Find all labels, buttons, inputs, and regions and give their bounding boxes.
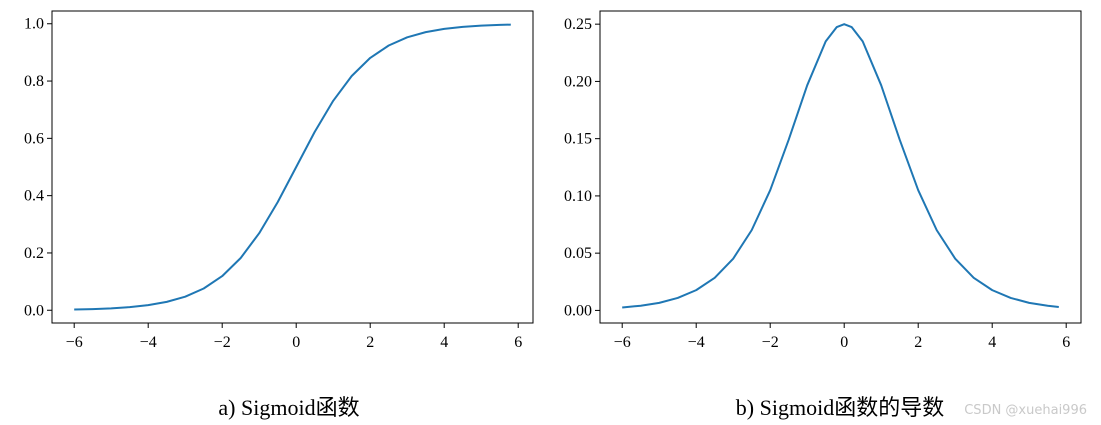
caption-left: a) Sigmoid函数 <box>218 395 360 420</box>
x-tick-label: −6 <box>614 334 631 351</box>
x-tick-label: −2 <box>762 334 779 351</box>
x-tick-label: 0 <box>292 334 300 351</box>
x-tick-label: 6 <box>1062 334 1070 351</box>
chart-sigmoid: −6 −4 −2 0 2 4 6 0.0 0.2 0.4 0.6 0.8 1.0 <box>24 10 534 351</box>
caption-right: b) Sigmoid函数的导数 <box>735 395 945 420</box>
x-tick-label: 4 <box>988 334 996 351</box>
y-tick-label: 0.10 <box>564 188 592 205</box>
chart-sigmoid-derivative: −6 −4 −2 0 2 4 6 0.00 0.05 0.10 0.15 0.20 0.25 <box>564 10 1082 351</box>
axes-frame <box>51 10 534 324</box>
x-tick-label: 4 <box>440 334 448 351</box>
y-tick-label: 0.4 <box>24 188 44 205</box>
x-tick-label: 6 <box>514 334 522 351</box>
x-tick-label: −6 <box>66 334 83 351</box>
y-tick-label: 0.8 <box>24 73 44 90</box>
axes-frame <box>599 10 1082 324</box>
y-tick-label: 0.25 <box>564 16 592 33</box>
y-tick-label: 0.0 <box>24 302 44 319</box>
series-line-0 <box>74 23 511 311</box>
y-tick-label: 0.15 <box>564 131 592 148</box>
y-tick-label: 0.6 <box>24 130 44 147</box>
series-line-0 <box>622 23 1059 309</box>
y-tick-label: 0.20 <box>564 73 592 90</box>
x-tick-label: −4 <box>688 334 705 351</box>
x-tick-label: −4 <box>140 334 157 351</box>
watermark: CSDN @xuehai996 <box>964 403 1087 418</box>
y-tick-label: 1.0 <box>24 16 44 33</box>
x-tick-label: −2 <box>214 334 231 351</box>
x-tick-label: 0 <box>840 334 848 351</box>
y-tick-label: 0.05 <box>564 245 592 262</box>
x-tick-label: 2 <box>366 334 374 351</box>
y-tick-label: 0.00 <box>564 302 592 319</box>
y-tick-label: 0.2 <box>24 245 44 262</box>
x-tick-label: 2 <box>914 334 922 351</box>
